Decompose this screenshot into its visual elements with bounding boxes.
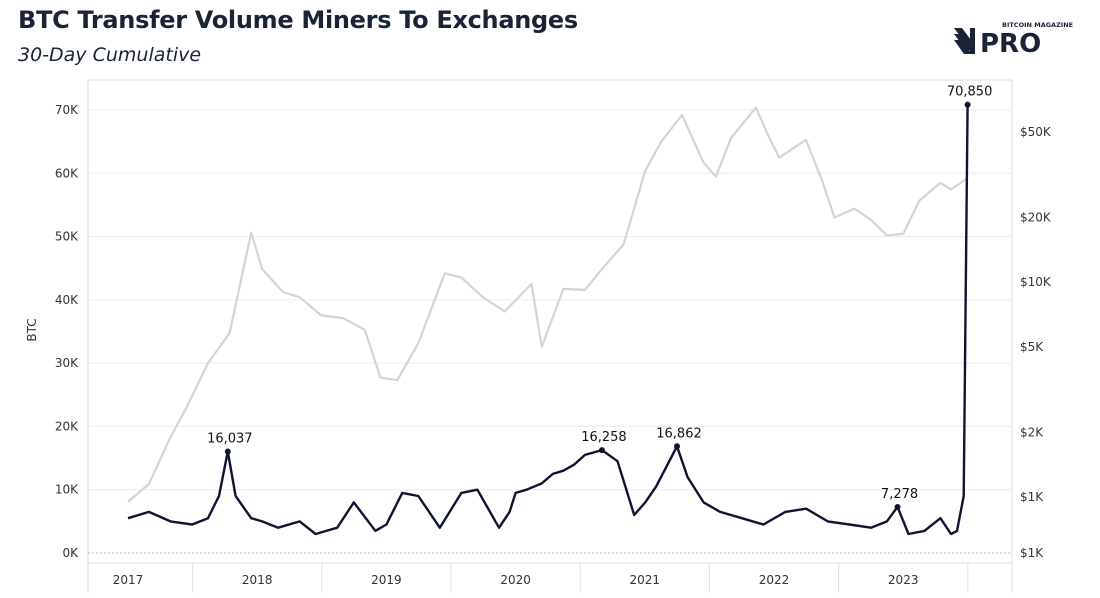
y-right-tick-label: $50K [1020,125,1052,139]
logo-top-text: BITCOIN MAGAZINE [1002,21,1073,29]
y-left-tick-label: 0K [62,546,79,560]
annotation-label: 70,850 [947,85,993,100]
btc-price-line [127,106,969,503]
chart-title: BTC Transfer Volume Miners To Exchanges [18,6,578,34]
logo-stripes-icon [954,28,975,54]
y-left-tick-label: 20K [55,419,79,433]
y-right-tick-label: $2K [1020,425,1044,439]
chart-subtitle: 30-Day Cumulative [18,44,202,66]
y-right-tick-label: $10K [1020,275,1052,289]
annotation-label: 16,037 [207,432,253,447]
y-right-tick-label: $5K [1020,340,1044,354]
annotation-point [894,503,901,510]
y-right-tick-label: $1K [1020,490,1044,504]
annotation-point [674,443,681,450]
x-tick-label: 2020 [500,573,531,587]
annotation-point [964,101,971,108]
x-tick-label: 2022 [759,573,790,587]
y-right-tick-label: $20K [1020,210,1052,224]
annotation-label: 16,258 [581,430,627,445]
logo-main-text: PRO [980,29,1041,58]
annotation-point [224,448,231,455]
x-tick-label: 2017 [113,573,144,587]
x-tick-label: 2021 [630,573,661,587]
x-tick-label: 2019 [371,573,402,587]
x-tick-label: 2023 [888,573,919,587]
y-right-tick-label: $1K [1020,546,1044,560]
y-left-tick-label: 70K [55,103,79,117]
miner-transfer-volume-line [127,104,969,536]
y-left-tick-label: 10K [55,483,79,497]
annotation-label: 7,278 [881,487,918,502]
y-axis-label: BTC [25,318,39,341]
bitcoin-magazine-pro-logo: BITCOIN MAGAZINE PRO [954,21,1073,58]
x-tick-label: 2018 [242,573,273,587]
annotation-label: 16,862 [656,426,702,441]
annotation-point [598,447,605,454]
y-left-tick-label: 50K [55,230,79,244]
y-left-tick-label: 30K [55,356,79,370]
y-left-tick-label: 60K [55,166,79,180]
y-left-tick-label: 40K [55,293,79,307]
